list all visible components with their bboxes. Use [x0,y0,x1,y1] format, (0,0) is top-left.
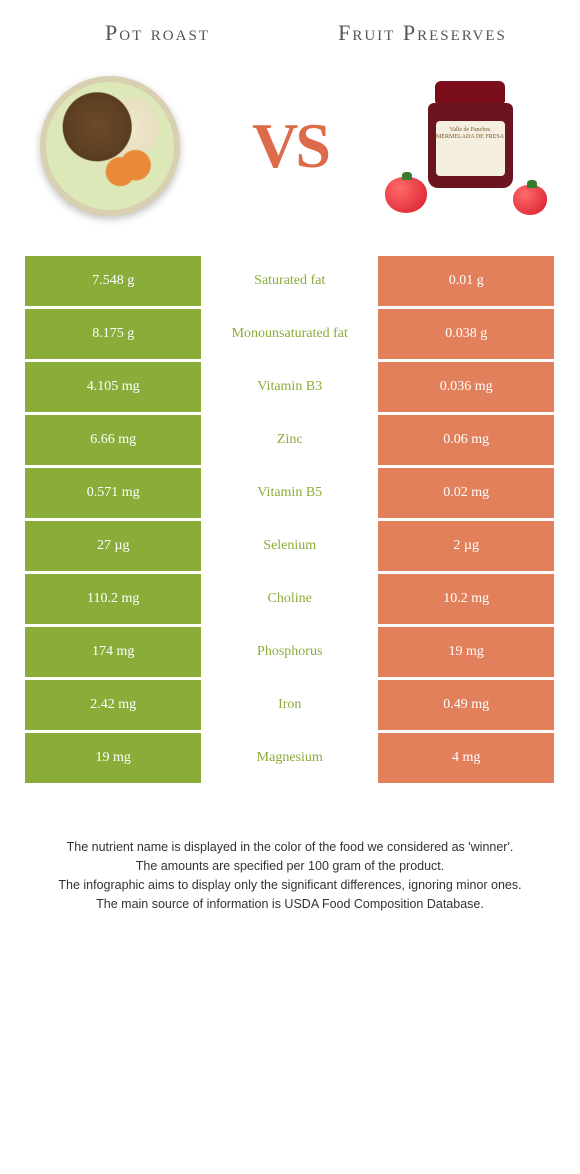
footnote-line: The main source of information is USDA F… [35,895,545,914]
nutrient-label: Phosphorus [201,627,377,677]
table-row: 27 µgSelenium2 µg [25,521,555,571]
table-row: 8.175 gMonounsaturated fat0.038 g [25,309,555,359]
nutrient-label: Choline [201,574,377,624]
nutrient-label: Iron [201,680,377,730]
right-value: 0.06 mg [378,415,554,465]
nutrient-label: Magnesium [201,733,377,783]
right-food-image: Valle de Pancbes MERMELADA DE FRESA [395,71,545,221]
left-food-title: Pot roast [25,20,290,46]
left-value: 7.548 g [25,256,201,306]
pot-roast-plate-icon [40,76,180,216]
table-row: 110.2 mgCholine10.2 mg [25,574,555,624]
footnote-line: The amounts are specified per 100 gram o… [35,857,545,876]
right-value: 0.01 g [378,256,554,306]
table-row: 19 mgMagnesium4 mg [25,733,555,783]
nutrient-label: Zinc [201,415,377,465]
left-food-image [35,71,185,221]
table-row: 2.42 mgIron0.49 mg [25,680,555,730]
right-value: 19 mg [378,627,554,677]
right-value: 0.038 g [378,309,554,359]
table-row: 174 mgPhosphorus19 mg [25,627,555,677]
left-value: 4.105 mg [25,362,201,412]
footnote-line: The infographic aims to display only the… [35,876,545,895]
left-value: 110.2 mg [25,574,201,624]
right-value: 0.036 mg [378,362,554,412]
table-row: 0.571 mgVitamin B50.02 mg [25,468,555,518]
table-row: 4.105 mgVitamin B30.036 mg [25,362,555,412]
left-value: 8.175 g [25,309,201,359]
left-value: 6.66 mg [25,415,201,465]
table-row: 6.66 mgZinc0.06 mg [25,415,555,465]
images-row: VS Valle de Pancbes MERMELADA DE FRESA [25,71,555,221]
nutrient-label: Vitamin B3 [201,362,377,412]
nutrient-label: Saturated fat [201,256,377,306]
right-value: 10.2 mg [378,574,554,624]
strawberry-icon [513,185,547,215]
jar-label-text: Valle de Pancbes MERMELADA DE FRESA [436,121,505,176]
strawberry-icon [385,177,427,213]
header: Pot roast Fruit Preserves [25,20,555,46]
vs-label: VS [252,109,328,183]
right-value: 0.49 mg [378,680,554,730]
right-value: 4 mg [378,733,554,783]
jam-jar-icon: Valle de Pancbes MERMELADA DE FRESA [415,81,525,211]
right-value: 0.02 mg [378,468,554,518]
left-value: 0.571 mg [25,468,201,518]
footnote-line: The nutrient name is displayed in the co… [35,838,545,857]
left-value: 2.42 mg [25,680,201,730]
right-value: 2 µg [378,521,554,571]
left-value: 19 mg [25,733,201,783]
left-value: 174 mg [25,627,201,677]
left-value: 27 µg [25,521,201,571]
nutrient-label: Selenium [201,521,377,571]
nutrient-comparison-table: 7.548 gSaturated fat0.01 g8.175 gMonouns… [25,256,555,783]
footnotes: The nutrient name is displayed in the co… [25,838,555,913]
table-row: 7.548 gSaturated fat0.01 g [25,256,555,306]
right-food-title: Fruit Preserves [290,20,555,46]
nutrient-label: Monounsaturated fat [201,309,377,359]
nutrient-label: Vitamin B5 [201,468,377,518]
